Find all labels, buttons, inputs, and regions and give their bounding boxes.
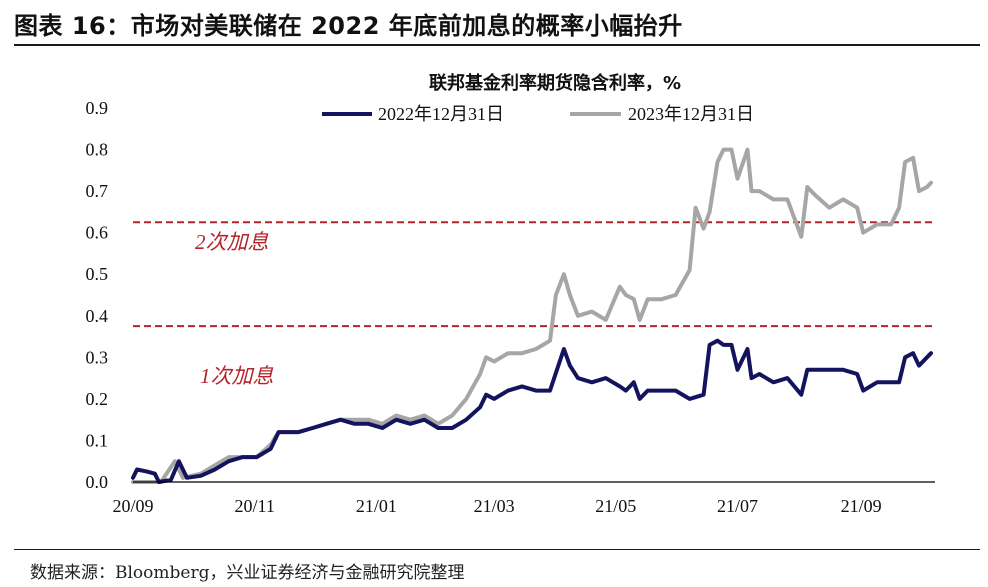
y-tick-label: 0.3: [86, 347, 109, 367]
reference-lines: 2次加息 1次加息: [133, 221, 935, 388]
y-tick-label: 0.7: [86, 181, 109, 201]
chart-title: 联邦基金利率期货隐含利率，%: [429, 72, 681, 94]
series-line-2022: [131, 338, 933, 484]
y-tick-label: 0.1: [86, 430, 109, 450]
legend-label: 2023年12月31日: [628, 104, 754, 124]
x-tick-label: 21/07: [717, 496, 758, 516]
x-tick-label: 20/09: [112, 496, 153, 516]
title-rule: [14, 44, 980, 46]
series-lines: [131, 147, 933, 484]
x-tick-label: 20/11: [235, 496, 275, 516]
x-axis-ticks: 20/09 20/11 21/01 21/03 21/05 21/07 21/09: [112, 496, 881, 516]
y-tick-label: 0.8: [86, 140, 109, 160]
series-line-2023: [131, 147, 933, 484]
y-tick-label: 0.5: [86, 264, 109, 284]
y-tick-label: 0.0: [86, 472, 109, 492]
y-tick-label: 0.6: [86, 223, 109, 243]
figure-title: 图表 16：市场对美联储在 2022 年底前加息的概率小幅抬升: [14, 12, 683, 40]
x-tick-label: 21/01: [356, 496, 397, 516]
x-tick-label: 21/05: [595, 496, 636, 516]
y-axis-ticks: 0.0 0.1 0.2 0.3 0.4 0.5 0.6 0.7 0.8 0.9: [86, 98, 109, 492]
line-chart: 联邦基金利率期货隐含利率，% 2022年12月31日 2023年12月31日 0.…: [86, 72, 935, 516]
x-tick-label: 21/03: [474, 496, 515, 516]
reference-line-label: 1次加息: [200, 364, 274, 388]
legend-label: 2022年12月31日: [378, 104, 504, 124]
y-tick-label: 0.2: [86, 389, 109, 409]
reference-line-label: 2次加息: [195, 230, 269, 254]
legend: 2022年12月31日 2023年12月31日: [322, 104, 754, 124]
source-rule: [14, 549, 980, 550]
x-tick-label: 21/09: [841, 496, 882, 516]
source-note: 数据来源：Bloomberg，兴业证券经济与金融研究院整理: [30, 563, 465, 583]
y-tick-label: 0.9: [86, 98, 109, 118]
y-tick-label: 0.4: [86, 306, 109, 326]
